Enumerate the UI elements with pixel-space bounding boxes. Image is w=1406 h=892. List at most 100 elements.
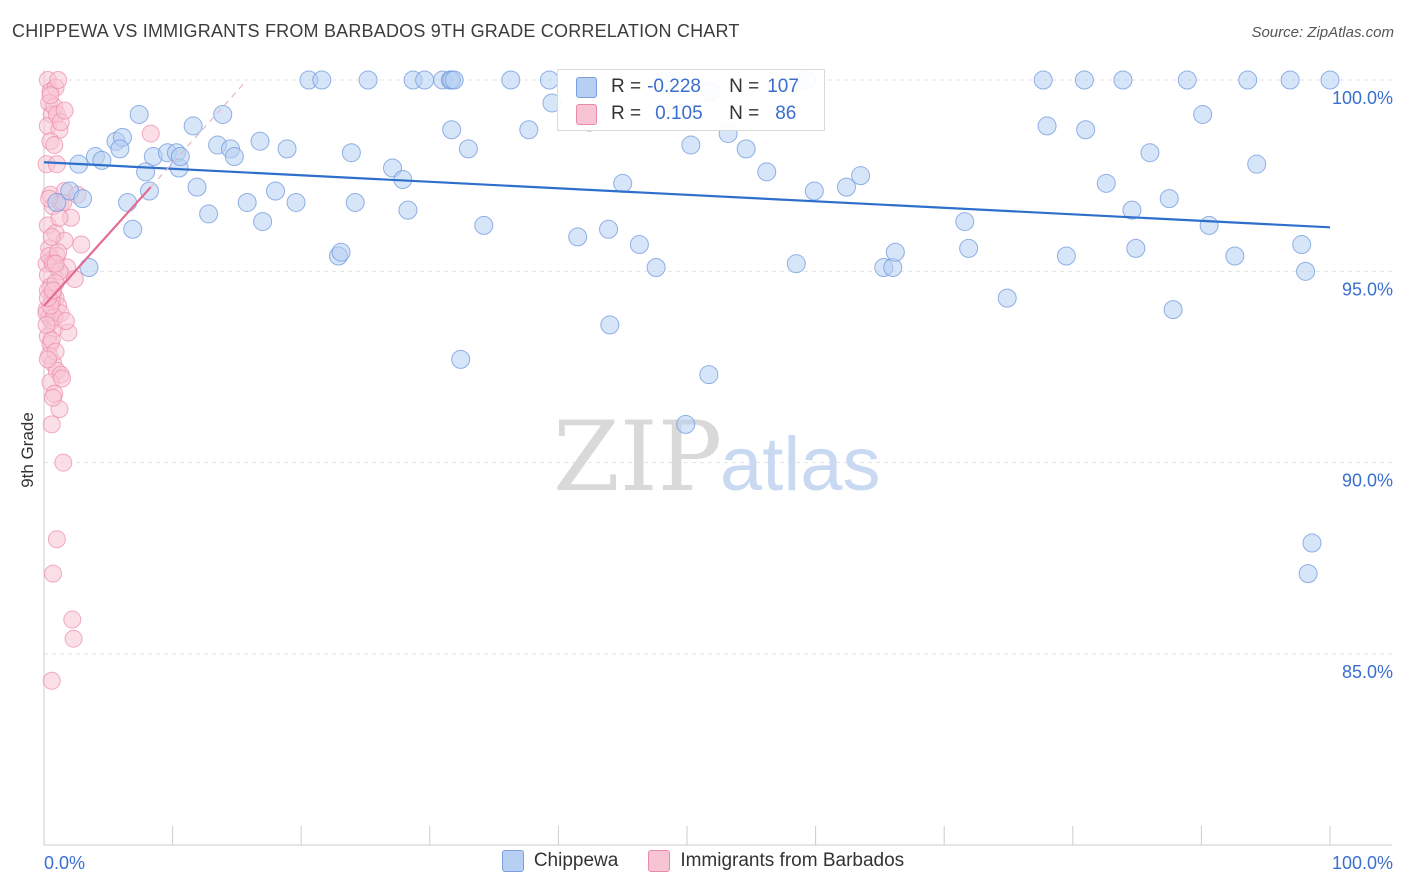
chippewa-point-90 xyxy=(1122,200,1142,220)
chippewa-point-6 xyxy=(92,150,112,170)
axes xyxy=(43,70,1392,846)
chippewa-trend-line xyxy=(43,161,1331,229)
n-value: 107 xyxy=(767,76,799,97)
barbados-point-81 xyxy=(46,254,65,273)
stats-legend: R = -0.228 N = 107 R = 0.105 N = 86 xyxy=(557,69,825,131)
chippewa-point-97 xyxy=(1199,215,1219,235)
barbados-point-10 xyxy=(49,71,68,89)
watermark-atlas: atlas xyxy=(720,422,881,507)
barbados-point-73 xyxy=(53,369,72,388)
chippewa-point-32 xyxy=(286,192,306,212)
chippewa-point-82 xyxy=(997,288,1017,308)
chippewa-point-102 xyxy=(1292,235,1312,255)
y-tick-label-0: 100.0% xyxy=(1332,88,1393,108)
chart-title: CHIPPEWA VS IMMIGRANTS FROM BARBADOS 9TH… xyxy=(12,21,740,41)
chippewa-point-88 xyxy=(1096,173,1116,193)
bottom-legend: Chippewa Immigrants from Barbados xyxy=(0,850,1406,872)
tick-labels: 100.0% 95.0% 90.0% 85.0% 0.0% 100.0% xyxy=(44,88,1393,873)
chippewa-point-3 xyxy=(79,258,99,278)
chippewa-point-101 xyxy=(1280,70,1300,90)
r-label: R = xyxy=(611,103,642,124)
chippewa-point-20 xyxy=(183,116,203,136)
barbados-point-70 xyxy=(56,312,75,331)
chippewa-point-106 xyxy=(1320,70,1340,90)
chippewa-point-59 xyxy=(600,315,620,335)
chippewa-point-52 xyxy=(474,215,494,235)
chippewa-point-71 xyxy=(757,162,777,182)
barbados-point-39 xyxy=(42,415,61,434)
chippewa-point-44 xyxy=(415,70,435,90)
r-value: -0.228 xyxy=(647,76,701,97)
chippewa-point-91 xyxy=(1126,238,1146,258)
chippewa-point-100 xyxy=(1247,154,1267,174)
watermark: ZIP atlas xyxy=(553,401,881,513)
barbados-point-74 xyxy=(44,388,63,407)
chippewa-point-50 xyxy=(451,349,471,369)
y-axis-label: 9th Grade xyxy=(18,412,37,488)
chippewa-point-28 xyxy=(250,131,270,151)
barbados-point-49 xyxy=(72,235,91,254)
chippewa-point-39 xyxy=(358,70,378,90)
chippewa-point-65 xyxy=(676,414,696,434)
chippewa-point-76 xyxy=(851,166,871,186)
barbados-point-85 xyxy=(50,208,69,227)
barbados-point-77 xyxy=(55,101,74,120)
grid-lines xyxy=(44,79,1392,655)
chippewa-point-60 xyxy=(599,219,619,239)
chippewa-point-80 xyxy=(955,212,975,232)
barbados-point-42 xyxy=(44,564,63,583)
chippewa-point-21 xyxy=(187,177,207,197)
chippewa-point-51 xyxy=(458,139,478,159)
chippewa-point-26 xyxy=(224,147,244,167)
chippewa-point-62 xyxy=(629,235,649,255)
chippewa-point-67 xyxy=(699,365,719,385)
chippewa-point-10 xyxy=(129,104,149,124)
chippewa-point-105 xyxy=(1302,533,1322,553)
chippewa-point-85 xyxy=(1056,246,1076,266)
chippewa-point-27 xyxy=(237,192,257,212)
barbados-point-72 xyxy=(38,350,57,369)
legend-label-chippewa: Chippewa xyxy=(533,850,619,871)
chippewa-point-54 xyxy=(519,120,539,140)
chippewa-point-24 xyxy=(213,104,233,124)
chippewa-point-98 xyxy=(1225,246,1245,266)
chippewa-point-12 xyxy=(123,219,143,239)
legend-item-chippewa[interactable]: Chippewa xyxy=(501,850,619,872)
chippewa-point-19 xyxy=(170,147,190,167)
source-label: Source: ZipAtlas.com xyxy=(1251,24,1394,41)
barbados-point-83 xyxy=(44,281,63,300)
n-label: N = xyxy=(729,103,760,124)
chippewa-point-9 xyxy=(110,139,130,159)
chippewa-point-38 xyxy=(345,192,365,212)
legend-swatch-chippewa xyxy=(501,850,524,872)
chippewa-point-95 xyxy=(1177,70,1197,90)
n-label: N = xyxy=(729,76,760,97)
stats-swatch-chippewa xyxy=(576,76,597,98)
chippewa-point-29 xyxy=(253,212,273,232)
y-tick-label-3: 85.0% xyxy=(1342,662,1393,682)
chippewa-point-92 xyxy=(1140,143,1160,163)
barbados-point-78 xyxy=(41,86,60,105)
chippewa-point-42 xyxy=(398,200,418,220)
chippewa-point-48 xyxy=(444,70,464,90)
barbados-point-40 xyxy=(54,453,73,472)
chippewa-point-11 xyxy=(118,192,138,212)
trend-lines xyxy=(43,83,1331,307)
series-barbados-points xyxy=(37,71,160,690)
r-label: R = xyxy=(611,76,642,97)
chippewa-point-93 xyxy=(1159,189,1179,209)
chippewa-point-87 xyxy=(1076,120,1096,140)
chippewa-point-36 xyxy=(331,242,351,262)
chippewa-point-34 xyxy=(312,70,332,90)
barbados-trend-extension xyxy=(150,83,244,188)
legend-item-barbados[interactable]: Immigrants from Barbados xyxy=(648,850,904,872)
barbados-point-44 xyxy=(64,629,83,648)
n-value: 86 xyxy=(775,103,797,124)
chippewa-point-0 xyxy=(47,192,67,212)
watermark-zip: ZIP xyxy=(553,401,722,513)
chippewa-point-99 xyxy=(1238,70,1258,90)
barbados-point-41 xyxy=(47,530,66,549)
chippewa-point-31 xyxy=(277,139,297,159)
barbados-point-68 xyxy=(37,315,56,334)
